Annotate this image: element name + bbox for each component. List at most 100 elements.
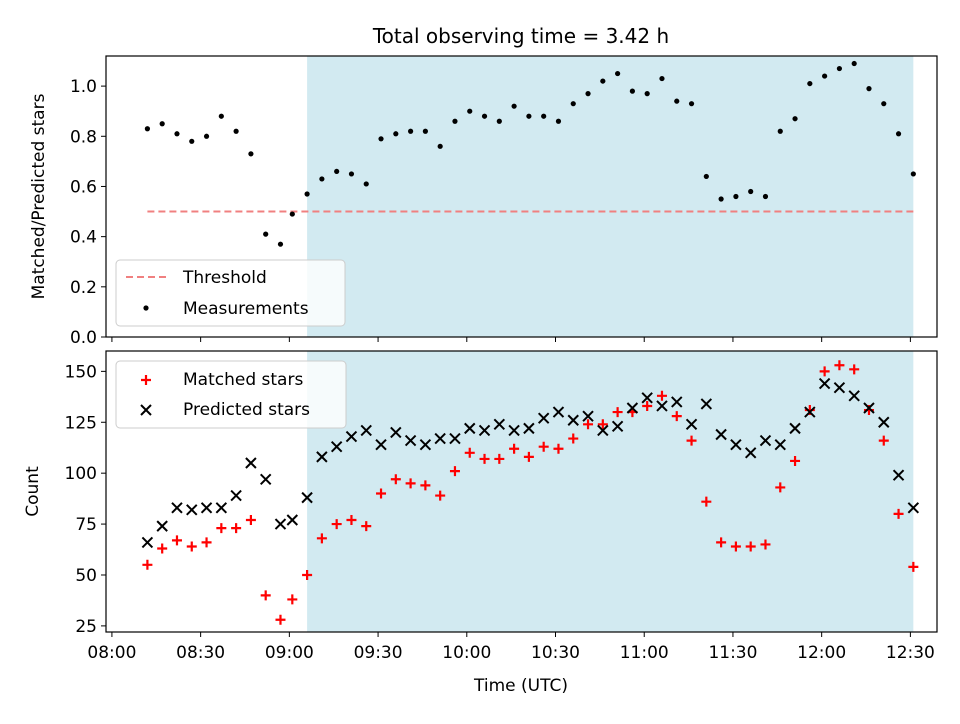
matched-star-point: [730, 541, 741, 552]
predicted-star-point: [641, 392, 653, 404]
matched-star-point: [553, 443, 564, 454]
measurement-point: [555, 118, 562, 124]
measurement-point: [452, 118, 458, 124]
predicted-star-point: [360, 424, 372, 437]
matched-star-point: [656, 390, 667, 401]
matched-star-point: [390, 474, 401, 485]
top-panel: 0.0 0.2 0.4 0.6 0.8 1.0 Matched/Predicted sta…: [29, 55, 938, 348]
predicted-star-point: [186, 504, 198, 516]
predicted-star-point: [759, 434, 772, 447]
matched-star-point: [568, 433, 579, 444]
matched-star-point: [834, 360, 845, 371]
predicted-star-point: [730, 438, 742, 451]
measurement-point: [467, 108, 473, 114]
top-y-tick-label: 0.0: [70, 328, 97, 348]
predicted-star-point: [215, 502, 228, 514]
legend-matched-label: Matched stars: [183, 370, 303, 390]
matched-star-point: [201, 537, 212, 548]
matched-star-point: [361, 521, 372, 532]
legend-threshold-label: Threshold: [182, 268, 267, 288]
measurement-point: [777, 128, 783, 134]
bottom-y-tick-label: 150: [65, 362, 97, 382]
bottom-plot-frame: [105, 350, 938, 633]
predicted-star-point: [259, 473, 272, 485]
matched-star-point: [893, 508, 904, 519]
predicted-star-point: [434, 432, 446, 445]
matched-star-point: [849, 364, 860, 375]
predicted-star-point: [375, 438, 387, 451]
measurement-point: [688, 101, 695, 107]
matched-star-point: [775, 482, 786, 493]
matched-star-point: [494, 453, 505, 464]
measurement-point: [526, 113, 532, 119]
measurement-point: [718, 196, 724, 202]
measurement-point: [629, 88, 635, 94]
top-y-tick-label: 0.6: [70, 177, 97, 197]
measurement-point: [408, 128, 414, 134]
matched-star-point: [745, 541, 756, 552]
measurement-point: [304, 191, 310, 197]
matched-star-point: [331, 519, 342, 530]
matched-star-point: [671, 411, 682, 422]
predicted-star-point: [141, 536, 154, 549]
legend-predicted-label: Predicted stars: [183, 400, 310, 420]
measurement-point: [174, 131, 180, 137]
matched-star-point: [464, 447, 475, 458]
measurement-point: [334, 168, 340, 175]
top-observing-span: [307, 56, 914, 337]
predicted-star-point: [804, 406, 816, 418]
predicted-star-point: [537, 412, 550, 424]
measurement-point: [733, 193, 739, 200]
measurement-point: [233, 128, 239, 134]
predicted-star-point: [715, 428, 727, 441]
bottom-y-tick-label: 75: [75, 515, 97, 535]
matched-star-point: [538, 441, 549, 452]
matched-star-point: [716, 537, 727, 548]
chart-title: Total observing time = 3.42 h: [372, 24, 669, 48]
x-tick-label: 08:00: [87, 643, 136, 663]
predicted-star-point: [245, 457, 257, 469]
top-legend-box: [115, 259, 346, 327]
measurement-point: [159, 121, 165, 127]
predicted-star-point: [597, 424, 609, 437]
x-tick-label: 12:00: [797, 643, 846, 663]
matched-star-point: [612, 407, 623, 418]
matched-star-point: [878, 435, 889, 446]
measurement-point: [762, 193, 769, 200]
legend-matched-marker: [141, 375, 151, 385]
measurement-point: [144, 126, 151, 132]
bottom-y-tick-label: 100: [65, 464, 97, 484]
predicted-star-point: [200, 502, 213, 514]
predicted-star-point: [156, 520, 168, 532]
legend-matched-swatch: [141, 375, 151, 385]
matched-star-point: [287, 594, 298, 605]
matched-star-point: [479, 453, 490, 464]
matched-star-point: [583, 419, 594, 430]
matched-star-point: [523, 451, 534, 462]
measurement-point: [895, 131, 902, 137]
matched-star-point: [509, 443, 520, 454]
predicted-star-point: [700, 398, 713, 410]
measurement-point: [218, 113, 224, 119]
matched-star-point: [686, 435, 697, 446]
predicted-star-point: [493, 418, 506, 431]
top-plot-frame: [105, 55, 938, 338]
measurement-point: [263, 231, 269, 237]
legend-predicted-swatch: [140, 404, 152, 416]
measurement-point: [792, 116, 798, 122]
predicted-star-point: [345, 430, 358, 443]
predicted-star-point: [671, 396, 683, 408]
measurement-point: [674, 98, 680, 104]
predicted-star-point: [478, 424, 491, 437]
bottom-y-tick-label: 50: [75, 566, 97, 586]
predicted-star-point: [274, 518, 287, 530]
predicted-star-point: [567, 414, 579, 426]
predicted-star-point: [744, 447, 757, 459]
matched-star-point: [142, 559, 153, 570]
measurement-point: [881, 101, 887, 107]
matched-star-point: [760, 539, 771, 550]
predicted-star-point: [404, 434, 417, 447]
legend-predicted-marker: [140, 404, 152, 416]
